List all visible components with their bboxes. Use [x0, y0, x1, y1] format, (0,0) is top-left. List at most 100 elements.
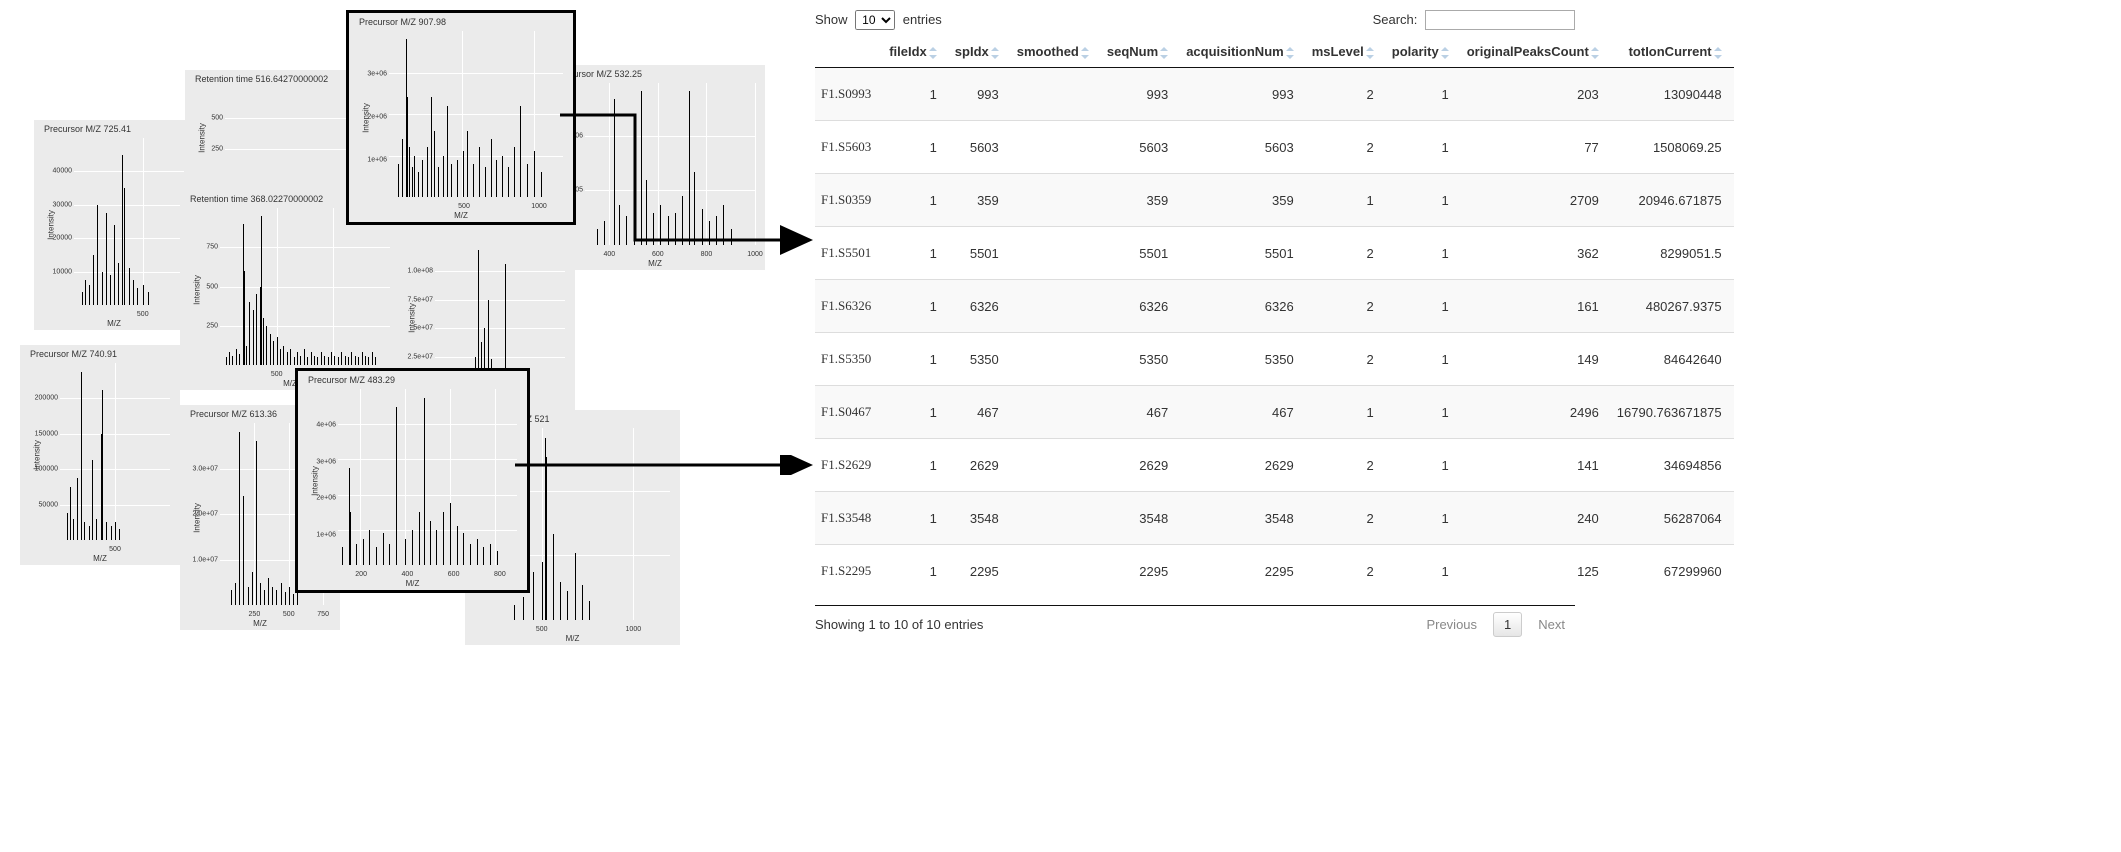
- table-cell: 5501: [1101, 227, 1180, 280]
- table-cell: 359: [1101, 174, 1180, 227]
- peak: [102, 390, 103, 540]
- column-header-fileIdx[interactable]: fileIdx: [883, 36, 949, 68]
- peak: [73, 519, 74, 540]
- table-cell: 5603: [1180, 121, 1306, 174]
- table-cell: 141: [1461, 439, 1611, 492]
- peak: [369, 530, 370, 565]
- plot-area: [389, 31, 563, 197]
- peak: [376, 547, 377, 565]
- column-header-rowname[interactable]: [815, 36, 883, 68]
- peak: [372, 352, 373, 365]
- peak: [541, 172, 542, 197]
- peak: [92, 460, 93, 540]
- table-cell: 1: [1306, 386, 1386, 439]
- y-tick-label: 3e+06: [308, 458, 336, 465]
- peak: [252, 572, 253, 605]
- peak: [324, 356, 325, 365]
- peak: [567, 591, 568, 620]
- table-row[interactable]: F1.S099319939939932120313090448: [815, 68, 1734, 121]
- column-header-originalPeaksCount[interactable]: originalPeaksCount: [1461, 36, 1611, 68]
- table-cell: 2: [1306, 227, 1386, 280]
- table-cell: 1: [883, 545, 949, 598]
- peak: [485, 167, 486, 197]
- table-cell: 1: [1386, 439, 1461, 492]
- plot-area: [435, 243, 565, 385]
- table-cell: F1.S5501: [815, 227, 883, 280]
- peak: [434, 131, 435, 197]
- peak: [239, 432, 240, 605]
- length-select[interactable]: 10: [855, 10, 895, 30]
- table-row[interactable]: F1.S5603156035603560321771508069.25: [815, 121, 1734, 174]
- peak: [84, 522, 85, 540]
- peak: [422, 160, 423, 197]
- y-tick-label: 100000: [30, 466, 58, 473]
- peak: [119, 529, 120, 540]
- column-header-spIdx[interactable]: spIdx: [949, 36, 1011, 68]
- column-header-smoothed[interactable]: smoothed: [1011, 36, 1101, 68]
- table-cell: 2: [1306, 545, 1386, 598]
- table-row[interactable]: F1.S229512295229522952112567299960: [815, 545, 1734, 598]
- table-row[interactable]: F1.S0467146746746711249616790.763671875: [815, 386, 1734, 439]
- table-row[interactable]: F1.S6326163266326632621161480267.9375: [815, 280, 1734, 333]
- table-cell: 149: [1461, 333, 1611, 386]
- peak: [505, 264, 506, 385]
- peak: [490, 544, 491, 565]
- table-cell: 34694856: [1611, 439, 1734, 492]
- next-button[interactable]: Next: [1528, 613, 1575, 636]
- x-axis-label: M/Z: [454, 211, 468, 220]
- peak: [81, 372, 82, 540]
- x-tick-label: 500: [458, 203, 470, 210]
- column-header-msLevel[interactable]: msLevel: [1306, 36, 1386, 68]
- table-cell: 467: [949, 386, 1011, 439]
- table-cell: 1: [883, 439, 949, 492]
- table-cell: 20946.671875: [1611, 174, 1734, 227]
- y-axis-label: Intensity: [310, 466, 319, 496]
- peak: [355, 356, 356, 365]
- previous-button[interactable]: Previous: [1416, 613, 1487, 636]
- y-tick-label: 1.0e+08: [405, 268, 433, 275]
- table-cell: 2: [1306, 492, 1386, 545]
- y-tick-label: 1.0e+07: [190, 556, 218, 563]
- arrow-bottom: [510, 455, 825, 475]
- table-cell: 1: [883, 227, 949, 280]
- column-header-polarity[interactable]: polarity: [1386, 36, 1461, 68]
- peak: [283, 346, 284, 365]
- plot-area: [220, 208, 390, 365]
- table-row[interactable]: F1.S262912629262926292114134694856: [815, 439, 1734, 492]
- table-cell: 1: [883, 386, 949, 439]
- table-cell: F1.S5350: [815, 333, 883, 386]
- search-input[interactable]: [1425, 10, 1575, 30]
- table-cell: 2: [1306, 121, 1386, 174]
- column-header-totIonCurrent[interactable]: totIonCurrent: [1611, 36, 1734, 68]
- table-cell: 125: [1461, 545, 1611, 598]
- peak: [502, 156, 503, 198]
- table-row[interactable]: F1.S0359135935935911270920946.671875: [815, 174, 1734, 227]
- peak: [106, 522, 107, 540]
- table-row[interactable]: F1.S55011550155015501213628299051.5: [815, 227, 1734, 280]
- peak: [253, 310, 254, 365]
- column-header-seqNum[interactable]: seqNum: [1101, 36, 1180, 68]
- table-row[interactable]: F1.S535015350535053502114984642640: [815, 333, 1734, 386]
- peak: [533, 572, 534, 620]
- peak: [424, 398, 425, 565]
- peak: [473, 164, 474, 197]
- peak: [280, 349, 281, 365]
- x-axis-label: M/Z: [648, 259, 662, 268]
- y-tick-label: 30000: [44, 201, 72, 208]
- peak: [243, 496, 244, 605]
- y-tick-label: 2e+06: [359, 114, 387, 121]
- plot-title: Precursor M/Z 613.36: [190, 409, 277, 419]
- table-cell: 362: [1461, 227, 1611, 280]
- table-cell: 1: [883, 492, 949, 545]
- column-header-acquisitionNum[interactable]: acquisitionNum: [1180, 36, 1306, 68]
- peak: [368, 357, 369, 365]
- peak: [575, 553, 576, 620]
- page-1-button[interactable]: 1: [1493, 612, 1522, 637]
- peak: [115, 522, 116, 540]
- table-cell: 3548: [949, 492, 1011, 545]
- plot-title: Precursor M/Z 740.91: [30, 349, 117, 359]
- y-tick-label: 750: [190, 244, 218, 251]
- table-row[interactable]: F1.S354813548354835482124056287064: [815, 492, 1734, 545]
- sort-icon: [929, 47, 937, 59]
- peak: [272, 587, 273, 605]
